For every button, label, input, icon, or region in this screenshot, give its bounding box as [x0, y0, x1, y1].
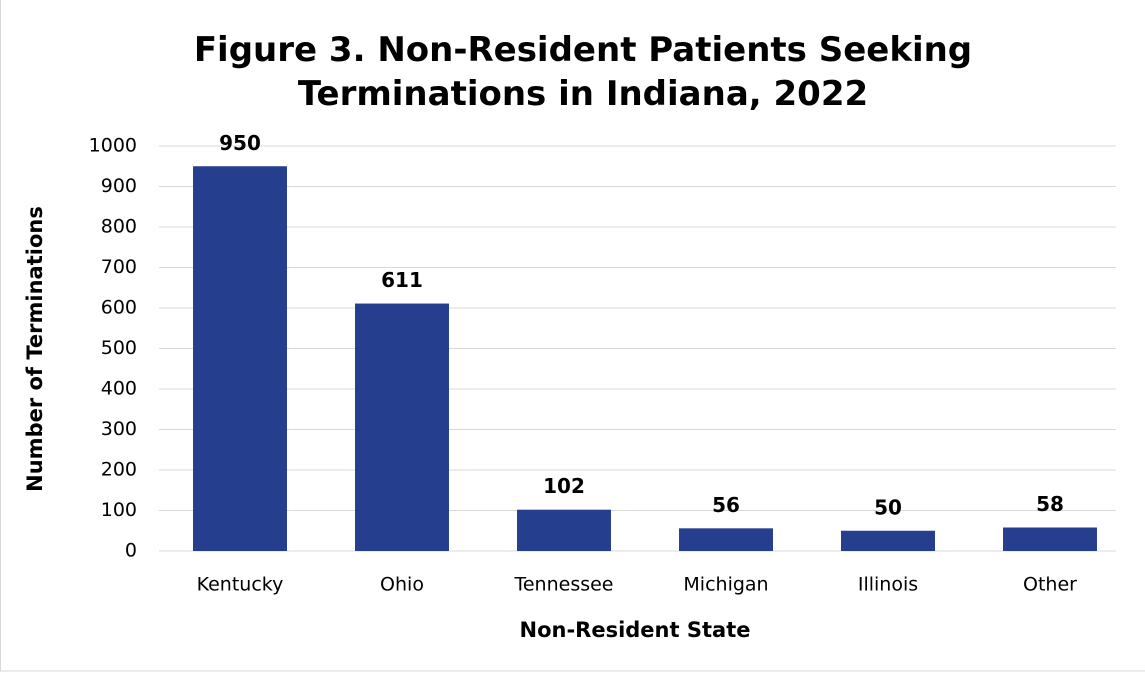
y-tick-label: 800	[101, 216, 137, 238]
y-tick-label: 300	[101, 418, 137, 440]
y-tick-label: 200	[101, 459, 137, 481]
bar	[841, 530, 935, 551]
y-tick-label: 600	[101, 297, 137, 319]
x-axis-label: Non-Resident State	[520, 618, 751, 642]
bar	[355, 303, 449, 551]
data-label: 56	[712, 493, 740, 517]
y-axis-label: Number of Terminations	[23, 206, 47, 492]
bar	[1003, 527, 1097, 551]
x-tick-label: Other	[1023, 574, 1077, 596]
x-tick-label: Illinois	[858, 574, 918, 596]
y-tick-label: 400	[101, 378, 137, 400]
data-label: 102	[543, 474, 585, 498]
y-tick-label: 700	[101, 256, 137, 278]
x-tick-label: Michigan	[683, 574, 768, 596]
data-label: 611	[381, 268, 423, 292]
bar	[517, 509, 611, 551]
x-tick-label: Tennessee	[513, 574, 613, 596]
data-label: 950	[219, 131, 261, 155]
x-tick-label: Ohio	[380, 574, 424, 596]
y-tick-label: 100	[101, 499, 137, 521]
y-tick-label: 500	[101, 337, 137, 359]
y-tick-label: 900	[101, 175, 137, 197]
chart-title: Figure 3. Non-Resident Patients Seeking …	[193, 30, 973, 114]
y-tick-label: 1000	[89, 135, 137, 157]
bar	[193, 166, 287, 551]
bar	[679, 528, 773, 551]
data-label: 50	[874, 495, 902, 519]
y-tick-label: 0	[125, 540, 137, 562]
x-tick-label: Kentucky	[197, 574, 284, 596]
data-label: 58	[1036, 492, 1064, 516]
